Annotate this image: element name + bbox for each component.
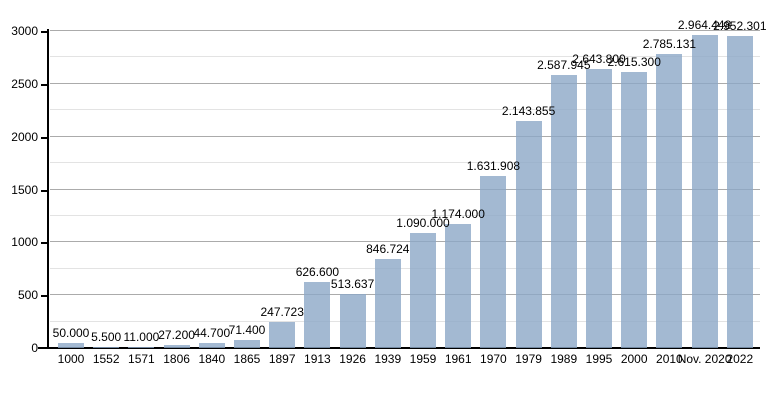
bar-value-label: 11.000 (123, 329, 160, 344)
x-tick-label: 1939 (374, 352, 402, 366)
bar-value-label: 1.174.000 (431, 206, 485, 221)
x-tick-label: 1571 (128, 352, 155, 366)
bar (269, 321, 296, 348)
bar-value-label: 5.500 (91, 330, 122, 345)
bar (656, 53, 683, 348)
y-tick-label: 2000 (11, 129, 38, 144)
x-tick-label: 1865 (233, 352, 261, 366)
bar (128, 346, 155, 348)
bar-value-label: 2.964.448 (677, 17, 732, 32)
bar-value-label: 247.723 (260, 304, 304, 319)
bar (374, 258, 401, 348)
gridline-minor (50, 267, 760, 269)
y-tick-label: 1000 (11, 235, 38, 250)
bar-value-label: 1.090.000 (396, 215, 450, 230)
plot-area: 50.000 5.500 11.000 27.200 44.700 71.400 247.7… (50, 18, 766, 348)
y-tick (41, 189, 48, 192)
bar-value-label: 2.952.301 (713, 19, 767, 34)
x-tick-label: 2022 (726, 352, 754, 366)
bar-value-label: 2.587.945 (537, 57, 591, 72)
gridline-major (50, 135, 760, 137)
bar-value-label: 27.200 (158, 328, 195, 343)
x-tick-label: 1840 (198, 352, 226, 366)
x-tick-label: 1979 (515, 352, 542, 366)
y-tick (41, 31, 48, 33)
x-tick-label: 1897 (268, 352, 296, 366)
gridline-major (50, 30, 760, 31)
bar (198, 343, 225, 348)
gridline-major (50, 294, 760, 296)
gridline-minor (50, 109, 760, 111)
bar-value-label: 44.700 (193, 326, 231, 341)
gridline-major (50, 188, 760, 190)
y-tick-label: 1500 (11, 182, 38, 197)
bar (445, 223, 472, 348)
x-axis-line (38, 347, 760, 349)
bar (234, 340, 260, 348)
bar (726, 36, 753, 348)
bar (586, 68, 612, 348)
bar (93, 347, 120, 348)
x-tick-label: 2000 (620, 352, 648, 366)
x-tick-label: 2010 (656, 352, 683, 366)
bar-value-label: 1.631.908 (466, 158, 521, 173)
y-tick (41, 83, 48, 86)
bar (550, 74, 577, 348)
bar-value-label: 2.643.800 (572, 51, 626, 66)
gridline-major (50, 82, 760, 84)
bar (621, 71, 648, 348)
y-tick (41, 295, 48, 298)
gridline-minor (50, 56, 760, 58)
bar-value-label: 2.143.855 (501, 104, 556, 119)
gridline-minor (50, 162, 760, 164)
gridline-major (50, 241, 760, 243)
bar (515, 121, 542, 348)
x-tick-label: 1000 (57, 352, 85, 366)
y-axis-spine (47, 29, 49, 348)
x-tick-label: 1959 (409, 352, 437, 366)
y-tick-label: 500 (17, 288, 38, 303)
y-tick (41, 136, 48, 139)
gridline-minor (50, 214, 760, 216)
y-tick-label: 0 (31, 341, 38, 355)
x-tick-label: 1970 (480, 352, 507, 366)
x-tick-label: 1961 (444, 352, 472, 366)
bar-value-label: 71.400 (228, 323, 266, 338)
bar (691, 34, 718, 348)
x-tick-label: 1926 (339, 352, 366, 366)
bar-value-label: 846.724 (366, 241, 410, 256)
y-tick (41, 242, 48, 245)
bar (58, 342, 84, 348)
y-tick-label: 3000 (11, 24, 38, 38)
bar-value-label: 2.785.131 (642, 36, 697, 51)
x-tick-label: Nov. 2020 (677, 352, 732, 366)
x-tick-label: 1995 (585, 352, 613, 366)
bar (480, 175, 507, 348)
bar-value-label: 513.637 (330, 276, 375, 291)
x-tick-label: 1913 (304, 352, 331, 366)
bar-value-label: 50.000 (52, 325, 90, 340)
bar-value-label: 626.600 (295, 264, 340, 279)
bar (410, 232, 436, 348)
x-tick-label: 1806 (163, 352, 190, 366)
y-tick-label: 2500 (11, 76, 38, 91)
x-tick-label: 1552 (92, 352, 120, 366)
bar-value-label: 2.615.300 (607, 54, 661, 69)
gridline-minor (50, 320, 760, 322)
x-tick-label: 1989 (550, 352, 578, 366)
bar (339, 293, 366, 348)
bar (163, 345, 190, 348)
bar (304, 281, 331, 348)
